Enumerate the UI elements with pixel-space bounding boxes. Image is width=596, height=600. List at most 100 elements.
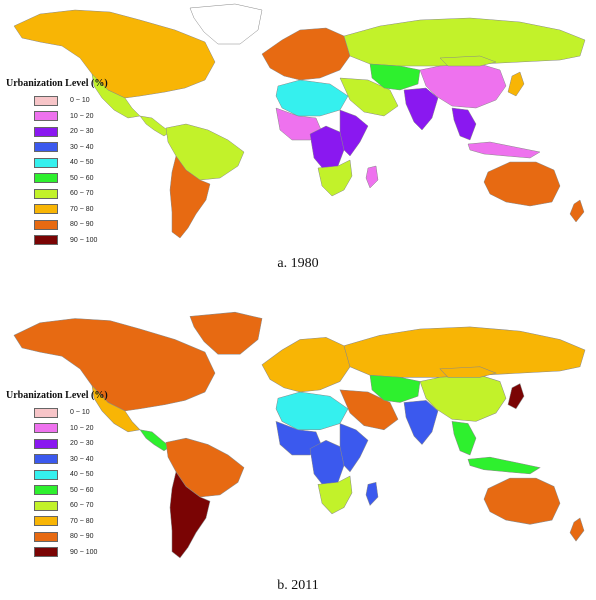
- legend-range-label: 40 ~ 50: [70, 471, 94, 479]
- region-new-zealand: [569, 199, 585, 223]
- region-australia: [483, 477, 561, 525]
- legend-item: 50 ~ 60: [6, 171, 108, 187]
- legend-swatch: [34, 173, 58, 184]
- region-europe: [261, 27, 351, 81]
- legend-range-label: 60 ~ 70: [70, 502, 94, 510]
- region-mexico: [91, 384, 141, 433]
- map-caption-2011: b. 2011: [277, 578, 319, 593]
- map-panel-2011: Urbanization Level (%) 0 ~ 10 10 ~ 20 20 ~…: [0, 308, 596, 600]
- legend-swatch: [34, 157, 58, 168]
- legend-swatch: [34, 438, 58, 449]
- region-madagascar: [365, 165, 379, 189]
- legend-item: 90 ~ 100: [6, 545, 108, 561]
- region-central-asia: [369, 63, 421, 91]
- region-north-america: [13, 9, 216, 99]
- legend-range-label: 70 ~ 80: [70, 205, 94, 213]
- legend-swatch: [34, 219, 58, 230]
- legend-2011: Urbanization Level (%) 0 ~ 10 10 ~ 20 20 ~…: [6, 390, 108, 560]
- legend-item: 10 ~ 20: [6, 109, 108, 125]
- legend-item: 80 ~ 90: [6, 529, 108, 545]
- legend-item: 0 ~ 10: [6, 93, 108, 109]
- legend-item: 90 ~ 100: [6, 233, 108, 249]
- region-south-america-north: [165, 437, 245, 498]
- region-southern-africa: [317, 475, 353, 515]
- region-mexico: [91, 73, 141, 119]
- legend-range-label: 0 ~ 10: [70, 409, 90, 417]
- region-central-africa: [309, 125, 345, 171]
- region-southeast-asia: [451, 421, 477, 456]
- legend-range-label: 60 ~ 70: [70, 190, 94, 198]
- region-japan: [507, 383, 525, 410]
- legend-swatch: [34, 126, 58, 137]
- region-southeast-asia: [451, 107, 477, 141]
- region-europe: [261, 337, 351, 393]
- region-mongolia: [439, 55, 497, 67]
- region-north-africa: [275, 79, 349, 117]
- legend-range-label: 20 ~ 30: [70, 128, 94, 136]
- legend-range-label: 10 ~ 20: [70, 424, 94, 432]
- legend-swatch: [34, 485, 58, 496]
- region-central-asia: [369, 374, 421, 403]
- legend-item: 10 ~ 20: [6, 421, 108, 437]
- legend-item: 70 ~ 80: [6, 514, 108, 530]
- region-greenland: [189, 3, 263, 45]
- legend-item: 70 ~ 80: [6, 202, 108, 218]
- world-map-2011: [13, 311, 586, 559]
- legend-item: 60 ~ 70: [6, 186, 108, 202]
- legend-swatch: [34, 95, 58, 106]
- legend-swatch: [34, 423, 58, 434]
- region-indonesia: [467, 456, 541, 475]
- legend-range-label: 20 ~ 30: [70, 440, 94, 448]
- world-map-1980: [13, 3, 586, 239]
- legend-title: Urbanization Level (%): [6, 390, 108, 401]
- legend-range-label: 80 ~ 90: [70, 221, 94, 229]
- region-central-africa: [309, 440, 345, 487]
- legend-range-label: 50 ~ 60: [70, 486, 94, 494]
- legend-swatch: [34, 454, 58, 465]
- legend-item: 0 ~ 10: [6, 405, 108, 421]
- region-central-america: [139, 429, 171, 452]
- legend-item: 30 ~ 40: [6, 452, 108, 468]
- legend-swatch: [34, 142, 58, 153]
- region-india: [403, 400, 439, 445]
- legend-item: 30 ~ 40: [6, 140, 108, 156]
- legend-item: 20 ~ 30: [6, 436, 108, 452]
- region-new-zealand: [569, 517, 585, 542]
- region-greenland: [189, 311, 263, 355]
- legend-swatch: [34, 531, 58, 542]
- legend-range-label: 40 ~ 50: [70, 159, 94, 167]
- legend-swatch: [34, 204, 58, 215]
- region-japan: [507, 71, 525, 97]
- legend-range-label: 10 ~ 20: [70, 112, 94, 120]
- region-east-africa: [339, 423, 369, 473]
- legend-item: 40 ~ 50: [6, 467, 108, 483]
- map-caption-1980: a. 1980: [277, 256, 319, 271]
- region-indonesia: [467, 141, 541, 159]
- legend-1980: Urbanization Level (%) 0 ~ 10 10 ~ 20 20 ~…: [6, 78, 108, 248]
- region-east-africa: [339, 109, 369, 157]
- legend-swatch: [34, 235, 58, 246]
- region-central-america: [139, 115, 171, 137]
- legend-swatch: [34, 111, 58, 122]
- region-north-africa: [275, 391, 349, 431]
- region-southern-cone: [169, 471, 211, 559]
- legend-range-label: 80 ~ 90: [70, 533, 94, 541]
- legend-item: 20 ~ 30: [6, 124, 108, 140]
- legend-item: 80 ~ 90: [6, 217, 108, 233]
- legend-swatch: [34, 469, 58, 480]
- legend-swatch: [34, 407, 58, 418]
- legend-range-label: 30 ~ 40: [70, 143, 94, 151]
- legend-range-label: 70 ~ 80: [70, 517, 94, 525]
- legend-range-label: 50 ~ 60: [70, 174, 94, 182]
- region-southern-cone: [169, 155, 211, 239]
- legend-swatch: [34, 500, 58, 511]
- legend-range-label: 90 ~ 100: [70, 236, 98, 244]
- legend-item: 50 ~ 60: [6, 483, 108, 499]
- region-mongolia: [439, 366, 497, 378]
- legend-swatch: [34, 188, 58, 199]
- legend-swatch: [34, 547, 58, 558]
- region-southern-africa: [317, 159, 353, 197]
- region-australia: [483, 161, 561, 207]
- legend-range-label: 0 ~ 10: [70, 97, 90, 105]
- region-india: [403, 87, 439, 131]
